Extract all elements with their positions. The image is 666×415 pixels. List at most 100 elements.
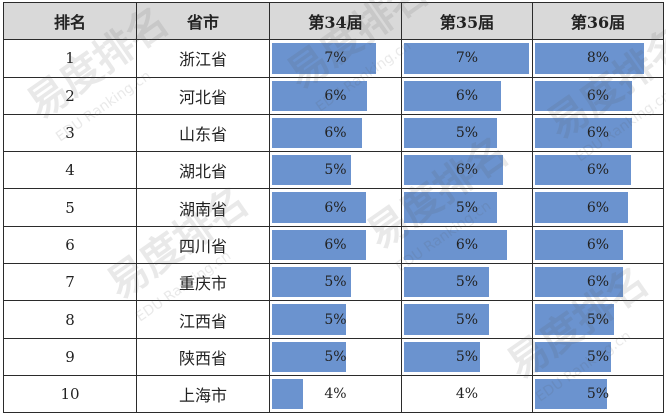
table-row: 3 山东省 6% 5% 6% [3, 113, 664, 153]
share-bar [404, 155, 504, 186]
share-cell-s36: 6% [532, 151, 664, 190]
share-value: 5% [586, 311, 610, 328]
rank-cell: 4 [3, 151, 137, 190]
rank-cell: 2 [3, 76, 137, 115]
share-bar [535, 304, 614, 335]
share-bar [535, 192, 628, 223]
share-cell-s35: 6% [401, 76, 533, 115]
table-row: 8 江西省 5% 5% 5% [3, 300, 664, 339]
rank-cell: 9 [3, 337, 137, 376]
share-cell-s35: 5% [401, 113, 533, 153]
share-value: 6% [324, 87, 347, 104]
rank-cell: 6 [3, 225, 137, 265]
header-rank: 排名 [3, 1, 137, 41]
province-cell: 江西省 [136, 300, 270, 339]
share-value: 5% [455, 125, 479, 142]
share-bar [404, 117, 497, 149]
header-session-36: 第36届 [532, 1, 664, 41]
share-value: 6% [586, 274, 610, 291]
share-bar [272, 192, 366, 223]
rank-cell: 3 [3, 113, 137, 153]
share-value: 6% [586, 125, 610, 142]
share-cell-s35: 4% [401, 374, 533, 414]
share-bar [535, 229, 623, 261]
share-bar [404, 80, 501, 111]
table-row: 9 陕西省 5% 5% 5% [3, 337, 664, 376]
share-bar [272, 229, 366, 261]
share-bar [535, 43, 644, 74]
share-bar [272, 80, 367, 111]
share-cell-s35: 7% [401, 39, 533, 78]
share-cell-s36: 6% [532, 225, 664, 265]
share-value: 6% [586, 162, 610, 179]
share-bar [535, 378, 608, 410]
share-bar [272, 378, 303, 410]
share-bar [404, 267, 490, 298]
share-value: 7% [324, 50, 347, 67]
share-bar [404, 341, 480, 372]
table-row: 10 上海市 4% 4% 5% [3, 374, 664, 414]
share-value: 6% [455, 162, 479, 179]
share-cell-s36: 6% [532, 188, 664, 227]
share-bar [272, 117, 362, 149]
header-province: 省市 [136, 1, 270, 41]
share-value: 6% [324, 236, 347, 253]
table-row: 2 河北省 6% 6% 6% [3, 76, 664, 115]
share-value: 4% [324, 386, 347, 403]
share-cell-s36: 5% [532, 300, 664, 339]
share-value: 6% [586, 87, 610, 104]
share-bar [404, 192, 497, 223]
share-cell-s34: 6% [269, 225, 402, 265]
share-bar [404, 229, 508, 261]
share-bar [535, 117, 632, 149]
rank-cell: 5 [3, 188, 137, 227]
share-cell-s36: 8% [532, 39, 664, 78]
table-row: 7 重庆市 5% 5% 6% [3, 263, 664, 302]
share-bar [272, 304, 346, 335]
share-value: 6% [324, 199, 347, 216]
share-cell-s36: 5% [532, 337, 664, 376]
share-value: 4% [455, 386, 479, 403]
share-value: 5% [324, 162, 347, 179]
share-value: 5% [455, 199, 479, 216]
share-cell-s35: 5% [401, 300, 533, 339]
share-cell-s35: 5% [401, 263, 533, 302]
table-row: 1 浙江省 7% 7% 8% [3, 39, 664, 78]
province-cell: 四川省 [136, 225, 270, 265]
ranking-table-container: 排名 省市 第34届 第35届 第36届 1 浙江省 7% 7% 8% 2 河北省 6% 6% 6… [3, 1, 664, 414]
share-cell-s34: 5% [269, 151, 402, 190]
share-value: 6% [455, 87, 479, 104]
share-bar [404, 304, 490, 335]
province-ranking-table: 排名 省市 第34届 第35届 第36届 1 浙江省 7% 7% 8% 2 河北省 6% 6% 6… [3, 1, 664, 414]
share-cell-s34: 5% [269, 337, 402, 376]
share-cell-s34: 4% [269, 374, 402, 414]
share-cell-s36: 6% [532, 113, 664, 153]
share-bar [272, 43, 377, 74]
rank-cell: 1 [3, 39, 137, 78]
share-value: 5% [324, 348, 347, 365]
rank-cell: 7 [3, 263, 137, 302]
rank-cell: 10 [3, 374, 137, 414]
share-value: 6% [324, 125, 347, 142]
rank-cell: 8 [3, 300, 137, 339]
share-bar [535, 341, 611, 372]
share-bar [272, 267, 352, 298]
share-value: 5% [324, 311, 347, 328]
table-row: 5 湖南省 6% 5% 6% [3, 188, 664, 227]
province-cell: 湖南省 [136, 188, 270, 227]
province-cell: 浙江省 [136, 39, 270, 78]
share-bar [272, 155, 352, 186]
share-bar [535, 80, 632, 111]
table-row: 6 四川省 6% 6% 6% [3, 225, 664, 265]
share-cell-s34: 6% [269, 76, 402, 115]
share-bar [535, 267, 623, 298]
share-bar [404, 43, 530, 74]
table-row: 4 湖北省 5% 6% 6% [3, 151, 664, 190]
share-cell-s36: 5% [532, 374, 664, 414]
share-bar [272, 341, 346, 372]
share-cell-s35: 5% [401, 337, 533, 376]
share-cell-s35: 6% [401, 151, 533, 190]
province-cell: 山东省 [136, 113, 270, 153]
share-bar [535, 155, 631, 186]
table-body: 1 浙江省 7% 7% 8% 2 河北省 6% 6% 6% 3 山东省 6% 5% 6% 4 湖北省 5% 6% 6%… [3, 39, 664, 414]
